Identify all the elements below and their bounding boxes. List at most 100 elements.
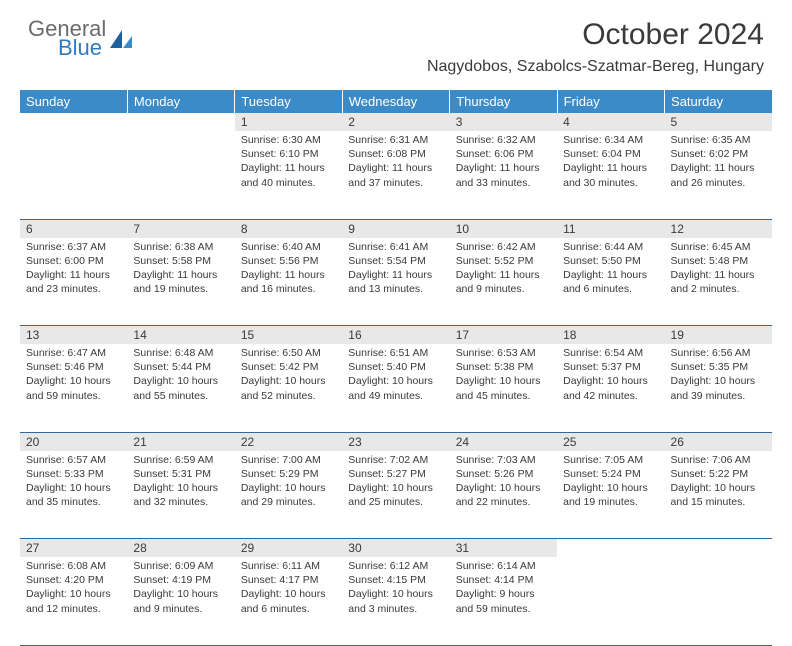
day-cell: Sunrise: 7:03 AMSunset: 5:26 PMDaylight:… xyxy=(450,451,557,539)
day-details: Sunrise: 6:44 AMSunset: 5:50 PMDaylight:… xyxy=(557,238,664,301)
day-details: Sunrise: 6:51 AMSunset: 5:40 PMDaylight:… xyxy=(342,344,449,407)
day-cell: Sunrise: 6:48 AMSunset: 5:44 PMDaylight:… xyxy=(127,344,234,432)
day-number: 17 xyxy=(450,326,557,345)
day-cell: Sunrise: 7:05 AMSunset: 5:24 PMDaylight:… xyxy=(557,451,664,539)
day-cell: Sunrise: 6:41 AMSunset: 5:54 PMDaylight:… xyxy=(342,238,449,326)
day-number: 20 xyxy=(20,432,127,451)
day-details: Sunrise: 6:42 AMSunset: 5:52 PMDaylight:… xyxy=(450,238,557,301)
day-cell: Sunrise: 6:35 AMSunset: 6:02 PMDaylight:… xyxy=(665,131,772,219)
sail-icon xyxy=(108,28,134,50)
calendar-table: SundayMondayTuesdayWednesdayThursdayFrid… xyxy=(20,90,772,646)
day-details: Sunrise: 6:35 AMSunset: 6:02 PMDaylight:… xyxy=(665,131,772,194)
day-cell: Sunrise: 6:45 AMSunset: 5:48 PMDaylight:… xyxy=(665,238,772,326)
day-details: Sunrise: 6:47 AMSunset: 5:46 PMDaylight:… xyxy=(20,344,127,407)
day-cell: Sunrise: 6:47 AMSunset: 5:46 PMDaylight:… xyxy=(20,344,127,432)
day-cell: Sunrise: 6:31 AMSunset: 6:08 PMDaylight:… xyxy=(342,131,449,219)
month-title: October 2024 xyxy=(427,18,764,52)
day-cell: Sunrise: 6:38 AMSunset: 5:58 PMDaylight:… xyxy=(127,238,234,326)
day-cell: Sunrise: 6:42 AMSunset: 5:52 PMDaylight:… xyxy=(450,238,557,326)
day-number-row: 2728293031 xyxy=(20,539,772,558)
day-number: 7 xyxy=(127,219,234,238)
day-number: 3 xyxy=(450,113,557,131)
day-cell: Sunrise: 7:00 AMSunset: 5:29 PMDaylight:… xyxy=(235,451,342,539)
day-details: Sunrise: 7:00 AMSunset: 5:29 PMDaylight:… xyxy=(235,451,342,514)
day-number: 15 xyxy=(235,326,342,345)
day-cell: Sunrise: 6:40 AMSunset: 5:56 PMDaylight:… xyxy=(235,238,342,326)
title-block: October 2024 Nagydobos, Szabolcs-Szatmar… xyxy=(427,18,764,76)
day-number-row: 6789101112 xyxy=(20,219,772,238)
day-cell: Sunrise: 6:37 AMSunset: 6:00 PMDaylight:… xyxy=(20,238,127,326)
logo: General Blue xyxy=(28,18,134,59)
day-cell: Sunrise: 6:51 AMSunset: 5:40 PMDaylight:… xyxy=(342,344,449,432)
day-details: Sunrise: 6:50 AMSunset: 5:42 PMDaylight:… xyxy=(235,344,342,407)
day-number-row: 12345 xyxy=(20,113,772,131)
day-number: 6 xyxy=(20,219,127,238)
day-cell: Sunrise: 6:14 AMSunset: 4:14 PMDaylight:… xyxy=(450,557,557,645)
weekday-header: Thursday xyxy=(450,90,557,113)
day-cell: Sunrise: 6:50 AMSunset: 5:42 PMDaylight:… xyxy=(235,344,342,432)
day-content-row: Sunrise: 6:08 AMSunset: 4:20 PMDaylight:… xyxy=(20,557,772,645)
day-details: Sunrise: 6:31 AMSunset: 6:08 PMDaylight:… xyxy=(342,131,449,194)
weekday-header: Wednesday xyxy=(342,90,449,113)
day-details: Sunrise: 6:57 AMSunset: 5:33 PMDaylight:… xyxy=(20,451,127,514)
day-number: 8 xyxy=(235,219,342,238)
day-details: Sunrise: 6:45 AMSunset: 5:48 PMDaylight:… xyxy=(665,238,772,301)
day-number: 14 xyxy=(127,326,234,345)
day-details: Sunrise: 7:05 AMSunset: 5:24 PMDaylight:… xyxy=(557,451,664,514)
day-details: Sunrise: 6:32 AMSunset: 6:06 PMDaylight:… xyxy=(450,131,557,194)
day-cell: Sunrise: 6:44 AMSunset: 5:50 PMDaylight:… xyxy=(557,238,664,326)
day-details: Sunrise: 6:40 AMSunset: 5:56 PMDaylight:… xyxy=(235,238,342,301)
day-number-row: 20212223242526 xyxy=(20,432,772,451)
day-details: Sunrise: 6:30 AMSunset: 6:10 PMDaylight:… xyxy=(235,131,342,194)
day-number: 12 xyxy=(665,219,772,238)
day-number xyxy=(557,539,664,558)
weekday-header: Friday xyxy=(557,90,664,113)
day-cell xyxy=(557,557,664,645)
day-number: 21 xyxy=(127,432,234,451)
day-number: 23 xyxy=(342,432,449,451)
day-details: Sunrise: 6:54 AMSunset: 5:37 PMDaylight:… xyxy=(557,344,664,407)
day-number: 28 xyxy=(127,539,234,558)
weekday-header: Monday xyxy=(127,90,234,113)
day-content-row: Sunrise: 6:30 AMSunset: 6:10 PMDaylight:… xyxy=(20,131,772,219)
day-cell: Sunrise: 6:09 AMSunset: 4:19 PMDaylight:… xyxy=(127,557,234,645)
day-number: 9 xyxy=(342,219,449,238)
day-cell: Sunrise: 6:32 AMSunset: 6:06 PMDaylight:… xyxy=(450,131,557,219)
day-details: Sunrise: 7:02 AMSunset: 5:27 PMDaylight:… xyxy=(342,451,449,514)
day-number: 4 xyxy=(557,113,664,131)
day-cell: Sunrise: 6:30 AMSunset: 6:10 PMDaylight:… xyxy=(235,131,342,219)
logo-word-blue: Blue xyxy=(58,37,106,59)
weekday-header-row: SundayMondayTuesdayWednesdayThursdayFrid… xyxy=(20,90,772,113)
day-details: Sunrise: 6:12 AMSunset: 4:15 PMDaylight:… xyxy=(342,557,449,620)
day-number: 13 xyxy=(20,326,127,345)
day-content-row: Sunrise: 6:37 AMSunset: 6:00 PMDaylight:… xyxy=(20,238,772,326)
day-cell: Sunrise: 6:11 AMSunset: 4:17 PMDaylight:… xyxy=(235,557,342,645)
day-cell xyxy=(20,131,127,219)
weekday-header: Tuesday xyxy=(235,90,342,113)
day-details: Sunrise: 6:34 AMSunset: 6:04 PMDaylight:… xyxy=(557,131,664,194)
day-cell: Sunrise: 7:02 AMSunset: 5:27 PMDaylight:… xyxy=(342,451,449,539)
day-number: 1 xyxy=(235,113,342,131)
day-cell xyxy=(127,131,234,219)
day-content-row: Sunrise: 6:47 AMSunset: 5:46 PMDaylight:… xyxy=(20,344,772,432)
day-cell: Sunrise: 6:12 AMSunset: 4:15 PMDaylight:… xyxy=(342,557,449,645)
day-number: 11 xyxy=(557,219,664,238)
day-number: 29 xyxy=(235,539,342,558)
day-number: 2 xyxy=(342,113,449,131)
day-number: 26 xyxy=(665,432,772,451)
day-number: 24 xyxy=(450,432,557,451)
day-number: 30 xyxy=(342,539,449,558)
day-cell: Sunrise: 7:06 AMSunset: 5:22 PMDaylight:… xyxy=(665,451,772,539)
location-text: Nagydobos, Szabolcs-Szatmar-Bereg, Hunga… xyxy=(427,58,764,76)
day-details: Sunrise: 6:53 AMSunset: 5:38 PMDaylight:… xyxy=(450,344,557,407)
day-details: Sunrise: 6:59 AMSunset: 5:31 PMDaylight:… xyxy=(127,451,234,514)
day-details: Sunrise: 6:38 AMSunset: 5:58 PMDaylight:… xyxy=(127,238,234,301)
day-details: Sunrise: 6:56 AMSunset: 5:35 PMDaylight:… xyxy=(665,344,772,407)
header: General Blue October 2024 Nagydobos, Sza… xyxy=(0,0,792,80)
day-number: 27 xyxy=(20,539,127,558)
day-number: 31 xyxy=(450,539,557,558)
day-number: 18 xyxy=(557,326,664,345)
weekday-header: Sunday xyxy=(20,90,127,113)
day-number: 19 xyxy=(665,326,772,345)
weekday-header: Saturday xyxy=(665,90,772,113)
